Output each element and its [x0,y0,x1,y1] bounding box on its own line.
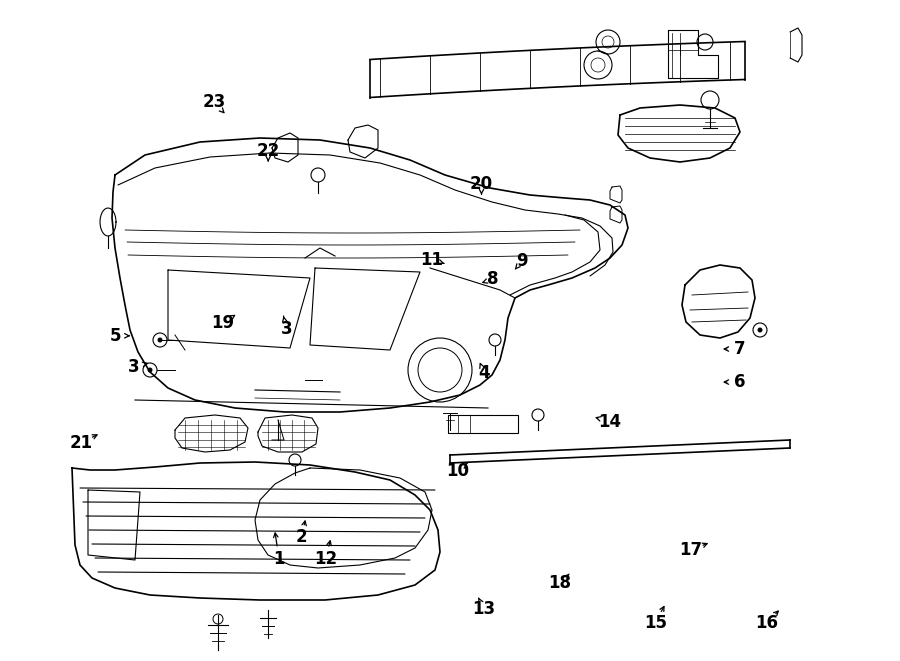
Text: 20: 20 [470,175,493,193]
Text: 9: 9 [517,252,527,270]
Circle shape [758,328,762,332]
Text: 15: 15 [644,613,667,632]
Text: 7: 7 [734,340,745,358]
Text: 21: 21 [69,434,93,452]
Text: 11: 11 [420,251,444,269]
Text: 8: 8 [488,270,499,288]
Text: 17: 17 [680,541,703,559]
Text: 3: 3 [281,319,292,338]
Text: 12: 12 [314,549,338,568]
Text: 22: 22 [256,141,280,160]
Bar [448,415,518,433]
Text: 18: 18 [548,574,572,592]
Text: 13: 13 [472,600,496,619]
Text: 1: 1 [274,549,284,568]
Text: 19: 19 [212,313,235,332]
Text: 6: 6 [734,373,745,391]
Text: 5: 5 [110,327,121,345]
Text: 14: 14 [598,412,622,431]
Text: 10: 10 [446,461,469,480]
Circle shape [148,368,152,372]
Text: 16: 16 [755,613,778,632]
Text: 2: 2 [296,528,307,547]
Text: 23: 23 [202,93,226,112]
Circle shape [158,338,162,342]
Text: 3: 3 [128,358,139,376]
Text: 4: 4 [479,364,490,383]
